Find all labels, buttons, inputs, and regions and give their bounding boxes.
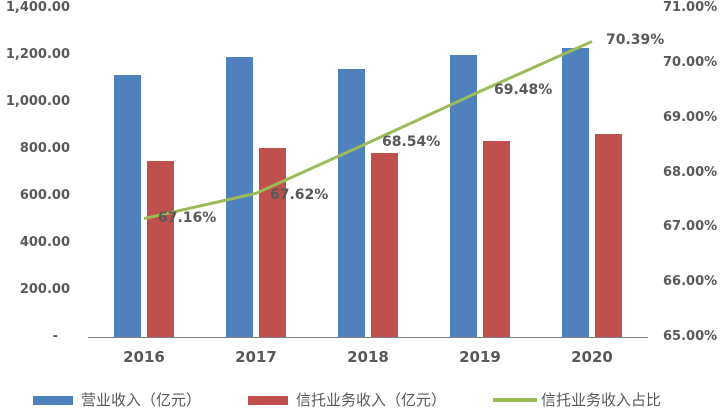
x-axis-label-2020: 2020: [571, 348, 613, 366]
right-axis-tick-label: 67.00%: [663, 219, 718, 235]
blue-bar-swatch-icon: [33, 395, 73, 405]
right-axis-tick-label: 66.00%: [663, 274, 718, 290]
right-axis-tick-label: 70.00%: [663, 54, 718, 70]
legend-item-trust-revenue-share: 信托业务收入占比: [493, 392, 661, 408]
line-point-label-2016: 67.16%: [158, 209, 217, 226]
bar-trust-business-revenue-2017: [259, 147, 286, 337]
bar-trust-business-revenue-2019: [483, 141, 510, 337]
right-axis-tick-label: 65.00%: [663, 329, 718, 344]
left-axis-tick-label: 600.00: [19, 188, 70, 203]
left-axis-tick-label: 1,000.00: [5, 94, 70, 109]
line-point-label-2020: 70.39%: [606, 32, 665, 49]
x-axis-line: [88, 337, 648, 338]
red-bar-swatch-icon: [248, 395, 288, 405]
bar-operating-revenue-2018: [338, 68, 365, 337]
right-axis-tick-label: 68.00%: [663, 164, 718, 180]
x-axis-label-2016: 2016: [123, 348, 165, 366]
bar-operating-revenue-2019: [450, 55, 477, 337]
bar-trust-business-revenue-2020: [595, 133, 622, 337]
left-axis-tick-label: 200.00: [19, 282, 70, 297]
x-axis-label-2017: 2017: [235, 348, 277, 366]
x-axis-label-2019: 2019: [459, 348, 501, 366]
left-axis-tick-label: 400.00: [19, 235, 70, 250]
left-axis-tick-label: 800.00: [19, 141, 70, 156]
bar-operating-revenue-2020: [562, 48, 589, 337]
bar-operating-revenue-2017: [226, 57, 253, 337]
line-point-label-2018: 68.54%: [382, 133, 441, 150]
green-line-swatch-icon: [493, 398, 537, 402]
legend-item-trust-business-revenue: 信托业务收入（亿元）: [248, 392, 446, 408]
left-axis-tick-label: 1,200.00: [5, 47, 70, 62]
left-axis-tick-label: 1,400.00: [5, 0, 70, 15]
bar-trust-business-revenue-2016: [147, 160, 174, 337]
legend-label: 营业收入（亿元）: [81, 391, 202, 408]
right-axis-tick-label: 71.00%: [663, 0, 718, 15]
line-point-label-2017: 67.62%: [270, 187, 329, 204]
left-axis-tick-label: -: [52, 329, 58, 344]
bar-trust-business-revenue-2018: [371, 153, 398, 337]
line-path: [143, 40, 593, 221]
x-axis-label-2018: 2018: [347, 348, 389, 366]
legend-label: 信托业务收入占比: [541, 391, 662, 408]
right-axis-tick-label: 69.00%: [663, 109, 718, 125]
line-point-label-2019: 69.48%: [494, 82, 553, 99]
bar-operating-revenue-2016: [114, 74, 141, 337]
legend-item-operating-revenue: 营业收入（亿元）: [33, 392, 201, 408]
legend-label: 信托业务收入（亿元）: [296, 391, 447, 408]
